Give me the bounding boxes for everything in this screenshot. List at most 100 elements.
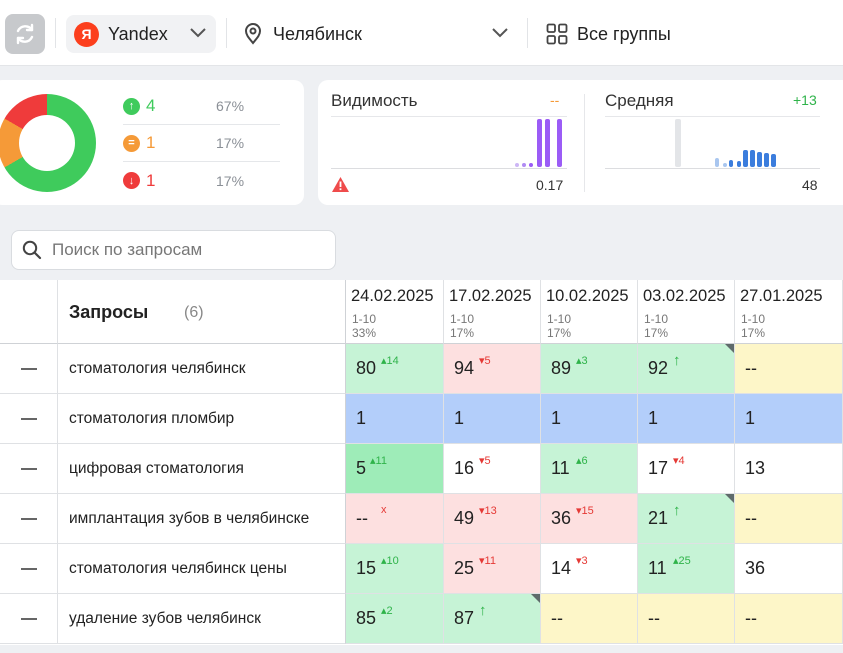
query-search-input[interactable]: Поиск по запросам [11,230,336,270]
position-value: 89 [551,358,572,378]
position-cell[interactable]: 85 ▴2 [346,594,444,644]
position-cell[interactable]: -- [638,594,735,644]
position-change: ↑ [479,602,487,619]
position-cell[interactable]: 15 ▴10 [346,544,444,594]
date-label: 03.02.2025 [643,287,726,305]
query-label: удаление зубов челябинск [69,609,261,627]
refresh-icon [16,23,34,45]
position-cell[interactable]: 36 ▾15 [541,494,638,544]
position-cell[interactable]: 87 ↑ [444,594,541,644]
query-label: имплантация зубов в челябинске [69,509,310,527]
change-value: 25 [678,555,691,567]
header-query-cell[interactable]: Запросы (6) [58,280,346,344]
average-value: 48 [802,177,818,193]
position-cell[interactable]: 25 ▾11 [444,544,541,594]
row-drag-handle[interactable] [0,394,58,444]
query-text[interactable]: стоматология челябинск цены [58,544,346,594]
query-text[interactable]: удаление зубов челябинск [58,594,346,644]
average-title: Средняя [605,91,674,110]
position-value: 92 [648,358,669,378]
change-arrow-icon: ▾ [479,455,485,467]
table-row: цифровая стоматология 5 ▴11 16 ▾5 11 ▴6 17 ▾4 13 [0,444,843,494]
sparkline-bar [764,153,769,167]
stat-count: 1 [146,170,156,190]
position-value: 85 [356,608,377,628]
query-text[interactable]: стоматология челябинск [58,344,346,394]
stat-percent: 17% [216,135,245,151]
row-drag-handle[interactable] [0,494,58,544]
region-dropdown[interactable]: Челябинск [243,15,513,53]
position-cell[interactable]: 11 ▴25 [638,544,735,594]
position-cell[interactable]: 1 [638,394,735,444]
position-cell[interactable]: -- [541,594,638,644]
row-drag-handle[interactable] [0,544,58,594]
position-cell[interactable]: -- x [346,494,444,544]
position-cell[interactable]: 1 [541,394,638,444]
search-engine-dropdown[interactable]: Я Yandex [66,15,216,53]
date-top-percent: 17% [644,326,669,340]
position-cell[interactable]: 1 [346,394,444,444]
position-change: ▴3 [576,354,588,367]
date-range: 1-10 [352,312,377,326]
note-corner-marker[interactable] [531,594,540,603]
query-text[interactable]: стоматология пломбир [58,394,346,444]
date-column-header[interactable]: 10.02.2025 1-10 17% [541,280,638,344]
row-drag-handle[interactable] [0,444,58,494]
position-cell[interactable]: 13 [735,444,843,494]
position-cell[interactable]: -- [735,344,843,394]
position-cell[interactable]: 1 [444,394,541,444]
position-cell[interactable]: 21 ↑ [638,494,735,544]
change-value: 13 [484,505,497,517]
date-column-header[interactable]: 17.02.2025 1-10 17% [444,280,541,344]
visibility-title: Видимость [331,91,418,110]
position-change: ▾5 [479,454,491,467]
warning-icon[interactable] [331,176,350,193]
date-column-header[interactable]: 03.02.2025 1-10 17% [638,280,735,344]
note-corner-marker[interactable] [725,494,734,503]
minus-icon [20,567,37,570]
note-corner-marker[interactable] [725,344,734,353]
position-cell[interactable]: 14 ▾3 [541,544,638,594]
position-value: 1 [454,408,465,428]
table-row: стоматология челябинск 80 ▴14 94 ▾5 89 ▴3 92 ↑ -- [0,344,843,394]
refresh-button[interactable] [5,14,45,54]
position-cell[interactable]: 94 ▾5 [444,344,541,394]
position-cell[interactable]: 49 ▾13 [444,494,541,544]
position-change: ▴10 [381,554,399,567]
sparkline-bar [757,152,762,167]
change-value: ↑ [479,602,487,619]
position-cell[interactable]: -- [735,494,843,544]
position-cell[interactable]: 80 ▴14 [346,344,444,394]
query-text[interactable]: имплантация зубов в челябинске [58,494,346,544]
toolbar-divider [527,18,528,48]
row-drag-handle[interactable] [0,594,58,644]
date-column-header[interactable]: 27.01.2025 1-10 17% [735,280,843,344]
toolbar-divider [55,18,56,48]
position-value: 11 [648,558,667,578]
groups-label: Все группы [577,23,671,44]
position-cell[interactable]: 16 ▾5 [444,444,541,494]
position-change: ↑ [673,502,681,519]
row-drag-handle[interactable] [0,344,58,394]
position-cell[interactable]: 1 [735,394,843,444]
position-cell[interactable]: 5 ▴11 [346,444,444,494]
position-cell[interactable]: 36 [735,544,843,594]
table-row: удаление зубов челябинск 85 ▴2 87 ↑ -- -- -- [0,594,843,644]
position-cell[interactable]: 11 ▴6 [541,444,638,494]
sparkline-bar [545,119,550,167]
query-text[interactable]: цифровая стоматология [58,444,346,494]
position-cell[interactable]: 17 ▾4 [638,444,735,494]
sparkline-bar [537,119,542,167]
position-cell[interactable]: 92 ↑ [638,344,735,394]
groups-dropdown[interactable]: Все группы [546,15,671,53]
position-cell[interactable]: -- [735,594,843,644]
change-arrow-icon: ▴ [370,455,376,467]
donut-center [19,115,75,171]
chart-baseline [331,168,567,169]
date-column-header[interactable]: 24.02.2025 1-10 33% [346,280,444,344]
position-cell[interactable]: 89 ▴3 [541,344,638,394]
date-label: 10.02.2025 [546,287,629,305]
query-label: стоматология челябинск [69,359,246,377]
change-value: x [381,504,387,516]
sparkline-bar [515,163,519,167]
